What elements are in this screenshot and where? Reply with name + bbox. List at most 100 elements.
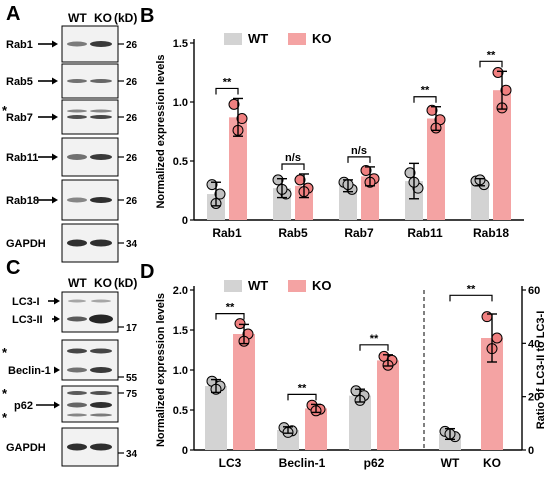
panel-letter-d: D (140, 261, 154, 283)
band-ko (90, 443, 112, 451)
bar-ko (377, 360, 399, 450)
band-ko (91, 299, 111, 303)
band-wt (67, 41, 87, 47)
bar-wt (471, 182, 489, 220)
significance-label: ** (487, 49, 496, 61)
kd-value: 17 (126, 323, 138, 334)
blot-arrow-head (54, 315, 60, 323)
band-wt (67, 239, 87, 247)
kd-value: 26 (126, 77, 138, 88)
legend-label-ko: KO (312, 31, 332, 46)
kd-unit-c: (kD) (114, 276, 137, 290)
x-tick-label: Rab18 (473, 226, 509, 240)
bar-ko (229, 117, 247, 220)
data-point (350, 385, 362, 397)
band-wt (67, 413, 87, 417)
ratio-y-tick-label: 40 (528, 338, 540, 350)
y-tick-label: 0.5 (173, 156, 188, 168)
blot-label-lc3-ii: LC3-II (12, 314, 43, 326)
x-tick-label: Rab5 (278, 226, 308, 240)
band-ko (90, 79, 112, 83)
bar-ko (361, 176, 379, 220)
y-tick-label: 1.0 (173, 365, 188, 377)
blot-arrow-head (52, 153, 58, 161)
blot-arrow-head (54, 401, 60, 409)
x-tick-label: Rab1 (212, 226, 242, 240)
blot-arrow-head (54, 297, 60, 305)
y-axis-title: Normalized expression levels (155, 54, 167, 208)
significance-label: n/s (285, 152, 301, 164)
y-tick-label: 1.5 (173, 325, 188, 337)
significance-bracket (287, 393, 317, 401)
blot-label: GAPDH (6, 238, 46, 250)
data-point (272, 174, 284, 186)
legend-swatch-ko (288, 33, 306, 45)
x-tick-label: Beclin-1 (279, 456, 326, 470)
band-ko (90, 348, 112, 354)
panel-letter-a: A (6, 3, 20, 25)
kd-value: 55 (126, 373, 138, 384)
nonspecific-star: * (2, 386, 8, 401)
y-tick-label: 0 (182, 215, 188, 227)
blot-box (61, 339, 119, 381)
band-wt (67, 367, 87, 373)
kd-unit-a: (kD) (114, 11, 137, 25)
chart-b: 0 0.5 1.0 1.5 Normalized expression levels WT… (155, 31, 524, 240)
ratio-y-tick-label: 0 (528, 445, 534, 457)
band-wt (67, 348, 87, 354)
band-ko (90, 402, 112, 408)
band-wt (68, 299, 86, 303)
band-ko (90, 239, 112, 247)
legend-label-wt: WT (248, 278, 268, 293)
kd-value: 26 (126, 40, 138, 51)
blot-label: Rab5 (6, 76, 33, 88)
bar-ko (233, 334, 255, 450)
blot-label-beclin: Beclin-1 (8, 365, 51, 377)
blot-label: Rab1 (6, 39, 33, 51)
significance-bracket (413, 96, 437, 103)
significance-label: ** (226, 302, 235, 314)
blot-panel-a: Rab1 26 Rab5 26 *Rab7 26 Rab11 26 Rab18 26 GAPDH 34 (2, 25, 138, 263)
blot-label-gapdh: GAPDH (6, 442, 46, 454)
data-point (491, 332, 503, 344)
kd-value: 26 (126, 196, 138, 207)
significance-bracket (215, 87, 239, 95)
nonspecific-star: * (2, 410, 8, 425)
nonspecific-star: * (2, 345, 8, 360)
ratio-x-tick-label: KO (483, 456, 501, 470)
bar-ko (305, 408, 327, 450)
ratio-y-tick-label: 60 (528, 285, 540, 297)
significance-label: ** (421, 85, 430, 97)
blot-arrow-head (52, 40, 58, 48)
data-point (481, 311, 493, 323)
data-point (360, 164, 372, 176)
blot-label-lc3-i: LC3-I (12, 296, 40, 308)
significance-bracket (347, 156, 371, 163)
band-ko (90, 109, 112, 113)
significance-bracket (215, 313, 245, 320)
blot-box (61, 291, 119, 333)
band-wt (67, 316, 87, 322)
data-point (294, 174, 306, 186)
x-tick-label: Rab7 (344, 226, 374, 240)
significance-bracket (479, 60, 503, 68)
x-tick-label: Rab11 (407, 226, 443, 240)
significance-bracket (449, 294, 493, 302)
y-tick-label: 1.5 (173, 38, 188, 50)
significance-label: ** (467, 283, 476, 295)
data-point (426, 104, 438, 116)
legend-label-wt: WT (248, 31, 268, 46)
bar-ko (493, 90, 511, 220)
bar-wt (349, 395, 371, 450)
band-wt (67, 109, 87, 113)
kd-value: 26 (126, 153, 138, 164)
band-wt (67, 391, 87, 395)
blot-label: Rab7 (6, 112, 33, 124)
lane-label-wt-c: WT (68, 276, 87, 290)
legend-label-ko: KO (312, 278, 332, 293)
band-ko (90, 197, 112, 203)
lane-label-ko-a: KO (94, 11, 112, 25)
y-tick-label: 2.0 (173, 285, 188, 297)
ratio-y-tick-label: 20 (528, 392, 540, 404)
